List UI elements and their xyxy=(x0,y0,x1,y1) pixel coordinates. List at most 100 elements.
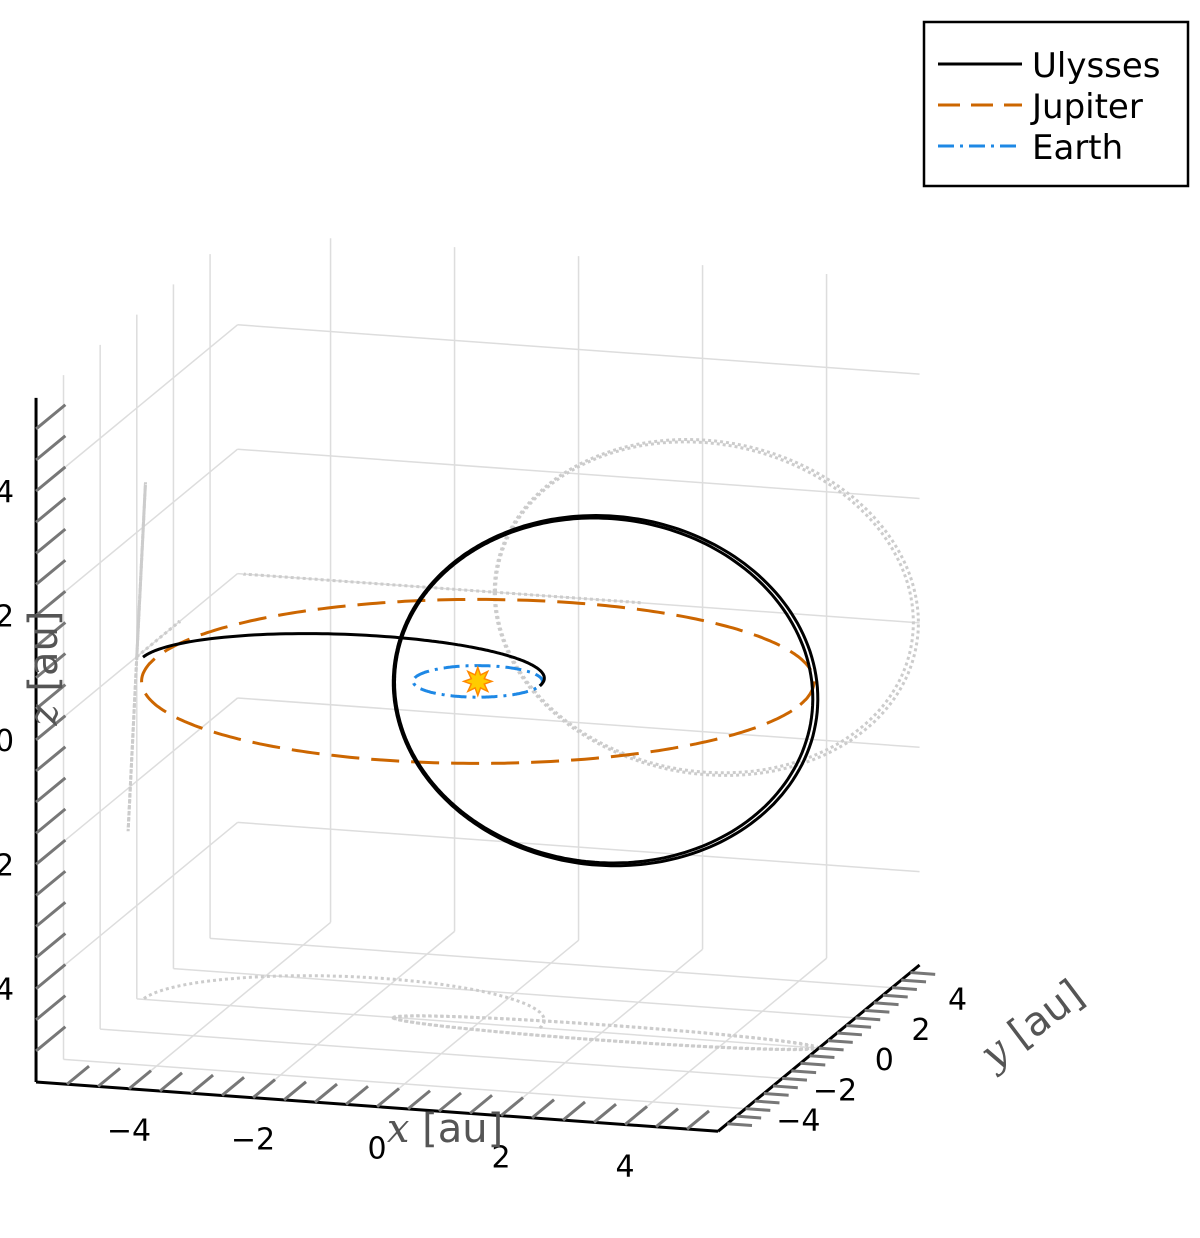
y-axis-hatch xyxy=(864,1008,890,1014)
x-axis-hatch xyxy=(159,1071,183,1093)
x-axis-hatch xyxy=(500,1096,524,1117)
z-axis-hatch xyxy=(35,527,67,555)
grid-line-y xyxy=(136,998,819,1049)
x-axis-hatch xyxy=(66,1064,90,1086)
grid-line-y xyxy=(63,1058,746,1110)
x-axis-label: x [au] xyxy=(387,1106,503,1152)
y-axis-hatch xyxy=(736,1114,762,1120)
y-tick-label: −4 xyxy=(776,1104,820,1139)
y-axis-hatch xyxy=(873,1001,899,1007)
wall-projections xyxy=(126,438,920,1052)
y-axis-hatch xyxy=(846,1023,872,1029)
ulysses-projection-xz xyxy=(492,438,920,777)
x-axis-hatch xyxy=(128,1069,152,1090)
z-axis-hatch xyxy=(35,434,67,462)
z-axis-hatch xyxy=(35,901,67,928)
z-axis-hatch xyxy=(35,745,67,773)
sun-marker xyxy=(461,665,495,698)
z-axis-hatch xyxy=(35,838,67,866)
x-tick-label: 2 xyxy=(491,1141,510,1176)
grid-line-z xyxy=(237,324,920,375)
grid-line-z xyxy=(35,448,239,617)
y-axis-hatch xyxy=(882,993,908,999)
x-tick-label: −2 xyxy=(231,1123,275,1158)
z-axis-hatch xyxy=(35,714,67,742)
grid-line-y xyxy=(100,1028,783,1080)
y-axis-hatch xyxy=(754,1099,780,1105)
x-tick-label: −4 xyxy=(107,1114,151,1149)
ulysses-projection-xz xyxy=(242,572,641,605)
grid-line-z xyxy=(35,697,239,865)
x-tick-label: 4 xyxy=(615,1150,634,1185)
ulysses-projection-yz xyxy=(135,620,181,658)
z-tick-labels: −4 −2 0 2 4 xyxy=(0,475,14,1008)
y-axis-hatch xyxy=(809,1054,835,1059)
legend-label-earth: Earth xyxy=(1032,128,1123,168)
z-tick-label: 0 xyxy=(0,724,14,759)
grid-line-z xyxy=(35,821,239,990)
x-tick-label: 0 xyxy=(367,1132,386,1167)
y-axis-hatch xyxy=(782,1076,808,1082)
series-ulysses-transfer xyxy=(142,632,546,687)
y-axis-hatch xyxy=(745,1107,771,1112)
orbit-series xyxy=(140,513,820,868)
x-axis-hatch xyxy=(469,1094,493,1115)
z-tick-label: 2 xyxy=(0,600,14,635)
z-axis-hatch xyxy=(35,496,67,524)
y-axis-hatch xyxy=(791,1069,817,1075)
x-axis-line xyxy=(35,1080,719,1133)
y-axis-hatch xyxy=(800,1061,826,1067)
y-axis-hatch xyxy=(827,1039,853,1044)
x-axis-hatch xyxy=(252,1078,276,1099)
x-axis-hatch xyxy=(190,1073,214,1095)
z-axis-hatch xyxy=(35,683,67,710)
x-axis-hatch xyxy=(345,1085,369,1106)
x-tick-labels: −4 −2 0 2 4 xyxy=(107,1114,635,1185)
z-axis-hatch xyxy=(35,652,67,679)
y-tick-label: −2 xyxy=(813,1073,857,1108)
y-axis-hatch xyxy=(837,1031,863,1037)
x-axis-hatch xyxy=(655,1107,679,1128)
y-axis-hatch xyxy=(891,986,917,991)
x-axis-hatch xyxy=(376,1087,400,1108)
grid-line-z xyxy=(237,821,920,873)
x-axis-hatch xyxy=(314,1082,338,1104)
z-axis-hatch xyxy=(35,465,67,493)
series-earth xyxy=(411,664,544,699)
legend-label-ulysses: Ulysses xyxy=(1032,46,1161,86)
y-tick-label: 4 xyxy=(948,983,967,1018)
y-axis-label: y [au] xyxy=(970,971,1092,1079)
legend-label-jupiter: Jupiter xyxy=(1030,87,1143,127)
sun-star-icon xyxy=(461,665,495,698)
z-axis-hatch xyxy=(35,559,67,586)
z-tick-label: −2 xyxy=(0,848,14,883)
y-axis-hatch xyxy=(910,971,936,976)
z-tick-label: 4 xyxy=(0,475,14,510)
y-axis-hatch xyxy=(763,1092,789,1097)
x-axis-hatch xyxy=(221,1076,245,1097)
y-axis-hatch xyxy=(901,978,927,984)
z-axis-hatch xyxy=(35,403,67,431)
x-axis-hatch xyxy=(562,1100,586,1122)
x-axis-hatch xyxy=(407,1089,431,1111)
z-axis-hatch xyxy=(35,590,67,617)
y-axis-hatch xyxy=(818,1046,844,1052)
legend-box xyxy=(922,20,1190,188)
z-axis-hatch xyxy=(35,870,67,897)
z-tick-label: −4 xyxy=(0,973,14,1008)
y-axis-hatch xyxy=(727,1122,753,1128)
z-axis-hatch xyxy=(35,776,67,804)
x-axis-hatch xyxy=(97,1067,121,1088)
y-tick-label: 0 xyxy=(875,1043,894,1078)
x-axis-hatch xyxy=(283,1080,307,1102)
legend: Ulysses Jupiter Earth xyxy=(922,20,1190,188)
x-axis-hatch xyxy=(438,1091,462,1113)
axes xyxy=(34,397,936,1133)
z-axis-hatch xyxy=(35,963,67,990)
grid-line-z xyxy=(237,448,920,500)
grid-line-y xyxy=(210,937,893,989)
y-tick-labels: −4−2 024 xyxy=(776,983,967,1139)
z-axis-hatch xyxy=(35,807,67,835)
x-axis-hatch xyxy=(531,1098,555,1120)
